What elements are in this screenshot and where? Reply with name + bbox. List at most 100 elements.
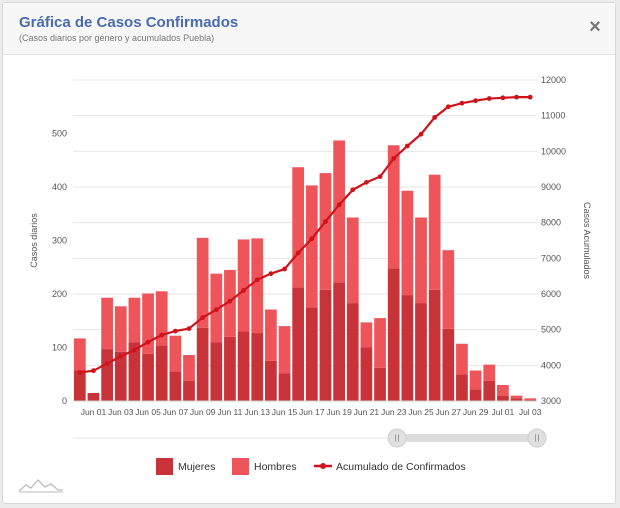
- point-acumulado[interactable]: [213, 307, 219, 313]
- bar-mujeres[interactable]: [333, 282, 345, 401]
- bar-hombres[interactable]: [196, 237, 209, 328]
- bar-mujeres[interactable]: [251, 333, 264, 401]
- point-acumulado[interactable]: [118, 354, 124, 359]
- bar-mujeres[interactable]: [415, 303, 427, 401]
- point-acumulado[interactable]: [268, 271, 274, 277]
- bar-hombres[interactable]: [456, 343, 468, 375]
- bar-hombres[interactable]: [428, 174, 441, 290]
- point-acumulado[interactable]: [500, 95, 506, 101]
- bar-hombres[interactable]: [169, 335, 182, 372]
- bar-mujeres[interactable]: [101, 349, 113, 401]
- navigator-handle[interactable]: [527, 428, 547, 448]
- point-acumulado[interactable]: [418, 131, 424, 137]
- bar-hombres[interactable]: [510, 395, 523, 399]
- point-acumulado[interactable]: [514, 94, 519, 100]
- bar-mujeres[interactable]: [469, 389, 482, 401]
- bar-mujeres[interactable]: [87, 392, 100, 401]
- bar-mujeres[interactable]: [456, 374, 468, 401]
- point-acumulado[interactable]: [186, 326, 192, 331]
- bar-mujeres[interactable]: [169, 371, 182, 401]
- bar-hombres[interactable]: [278, 326, 291, 374]
- bar-hombres[interactable]: [374, 318, 386, 368]
- bar-hombres[interactable]: [333, 140, 345, 283]
- point-acumulado[interactable]: [323, 219, 328, 224]
- bar-hombres[interactable]: [524, 398, 537, 400]
- point-acumulado[interactable]: [377, 174, 383, 180]
- point-acumulado[interactable]: [364, 179, 369, 185]
- bar-mujeres[interactable]: [510, 398, 523, 401]
- bar-hombres[interactable]: [346, 217, 359, 304]
- bar-mujeres[interactable]: [305, 307, 318, 401]
- bar-mujeres[interactable]: [237, 331, 250, 401]
- point-acumulado[interactable]: [404, 143, 410, 149]
- point-acumulado[interactable]: [159, 332, 165, 338]
- bar-mujeres[interactable]: [346, 303, 359, 401]
- bar-mujeres[interactable]: [387, 268, 400, 401]
- point-acumulado[interactable]: [295, 250, 301, 256]
- bar-mujeres[interactable]: [278, 373, 291, 401]
- bar-hombres[interactable]: [155, 291, 168, 346]
- point-acumulado[interactable]: [391, 156, 397, 161]
- bar-mujeres[interactable]: [374, 367, 386, 401]
- bar-mujeres[interactable]: [319, 289, 332, 401]
- bar-mujeres[interactable]: [360, 347, 373, 402]
- bar-hombres[interactable]: [469, 370, 482, 390]
- bar-hombres[interactable]: [142, 293, 154, 354]
- bar-hombres[interactable]: [128, 297, 141, 343]
- bar-hombres[interactable]: [114, 306, 127, 352]
- bar-hombres[interactable]: [387, 145, 400, 269]
- bar-hombres[interactable]: [442, 250, 455, 329]
- point-acumulado[interactable]: [282, 266, 287, 272]
- bar-mujeres[interactable]: [155, 345, 168, 401]
- point-acumulado[interactable]: [336, 202, 342, 208]
- bar-hombres[interactable]: [101, 297, 113, 350]
- point-acumulado[interactable]: [473, 98, 478, 104]
- bar-hombres[interactable]: [360, 322, 373, 348]
- bar-mujeres[interactable]: [401, 295, 414, 401]
- bar-hombres[interactable]: [497, 384, 509, 396]
- bar-hombres[interactable]: [251, 238, 264, 334]
- point-acumulado[interactable]: [432, 115, 438, 120]
- bar-hombres[interactable]: [237, 239, 250, 332]
- bar-mujeres[interactable]: [142, 353, 154, 401]
- bar-mujeres[interactable]: [428, 289, 441, 401]
- bar-hombres[interactable]: [292, 167, 305, 288]
- point-acumulado[interactable]: [77, 370, 83, 375]
- bar-mujeres[interactable]: [442, 328, 455, 401]
- bar-mujeres[interactable]: [265, 360, 277, 401]
- close-icon[interactable]: ×: [589, 16, 601, 38]
- point-acumulado[interactable]: [172, 328, 178, 334]
- bar-mujeres[interactable]: [292, 287, 305, 401]
- point-acumulado[interactable]: [459, 100, 465, 106]
- bar-mujeres[interactable]: [483, 380, 496, 401]
- point-acumulado[interactable]: [350, 187, 356, 193]
- point-acumulado[interactable]: [254, 277, 260, 283]
- point-acumulado[interactable]: [132, 347, 137, 353]
- bar-mujeres[interactable]: [196, 327, 209, 401]
- point-acumulado[interactable]: [145, 339, 151, 345]
- navigator-range[interactable]: [397, 434, 537, 442]
- bar-hombres[interactable]: [73, 338, 86, 371]
- bar-mujeres[interactable]: [73, 370, 86, 401]
- bar-mujeres[interactable]: [210, 342, 223, 401]
- point-acumulado[interactable]: [91, 368, 96, 374]
- legend-swatch-mujeres[interactable]: [156, 458, 173, 475]
- point-acumulado[interactable]: [527, 94, 533, 100]
- bar-hombres[interactable]: [483, 364, 496, 381]
- bar-hombres[interactable]: [319, 173, 332, 290]
- point-acumulado[interactable]: [486, 96, 492, 101]
- bar-hombres[interactable]: [183, 354, 195, 381]
- bar-mujeres[interactable]: [183, 380, 195, 401]
- bar-mujeres[interactable]: [497, 395, 509, 401]
- point-acumulado[interactable]: [309, 236, 315, 242]
- bar-hombres[interactable]: [305, 185, 318, 308]
- bar-mujeres[interactable]: [524, 399, 537, 401]
- bar-hombres[interactable]: [415, 217, 427, 304]
- bar-mujeres[interactable]: [128, 342, 141, 401]
- point-acumulado[interactable]: [227, 298, 233, 304]
- point-acumulado[interactable]: [104, 361, 110, 366]
- point-acumulado[interactable]: [241, 288, 246, 293]
- bar-hombres[interactable]: [401, 190, 414, 296]
- bar-mujeres[interactable]: [224, 336, 236, 401]
- point-acumulado[interactable]: [445, 104, 451, 110]
